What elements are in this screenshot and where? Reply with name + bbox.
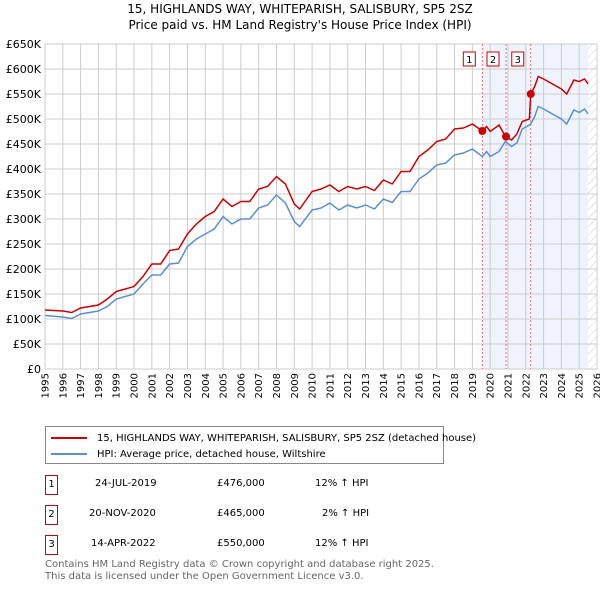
shaded-region xyxy=(482,44,589,369)
x-tick-label: 2026 xyxy=(593,373,600,398)
x-tick-label: 2009 xyxy=(290,373,301,398)
x-tick-label: 2022 xyxy=(521,373,532,398)
series-line-property xyxy=(44,75,589,314)
y-tick-label: £50K xyxy=(13,338,42,351)
sale-number: 2 xyxy=(45,505,58,525)
sale-hpi-diff: 2% ↑ HPI xyxy=(322,508,370,519)
x-tick-label: 2016 xyxy=(414,373,425,398)
chart-subtitle: Price paid vs. HM Land Registry's House … xyxy=(128,18,472,32)
x-tick-label: 2001 xyxy=(147,373,158,398)
hatched-region xyxy=(588,44,597,369)
x-tick-label: 2017 xyxy=(432,373,443,398)
legend-label-hpi: HPI: Average price, detached house, Wilt… xyxy=(97,448,326,460)
x-tick-label: 1998 xyxy=(94,373,105,398)
footer: Contains HM Land Registry data © Crown c… xyxy=(45,559,434,583)
x-tick-label: 1995 xyxy=(41,373,52,398)
footer-line-2: This data is licensed under the Open Gov… xyxy=(45,571,364,582)
sale-row: 1 24-JUL-2019 £476,000 12% ↑ HPI xyxy=(45,475,600,495)
x-tick-label: 2020 xyxy=(486,373,497,398)
sale-row: 2 20-NOV-2020 £465,000 2% ↑ HPI xyxy=(45,505,600,525)
sale-price: £465,000 xyxy=(217,508,265,519)
footer-line-1: Contains HM Land Registry data © Crown c… xyxy=(45,559,434,570)
y-tick-label: £450K xyxy=(6,138,42,151)
x-tick-label: 2010 xyxy=(308,373,319,398)
chart-title: 15, HIGHLANDS WAY, WHITEPARISH, SALISBUR… xyxy=(127,2,473,16)
y-tick-label: £600K xyxy=(6,63,42,76)
x-tick-label: 2011 xyxy=(325,373,336,398)
x-tick-label: 2006 xyxy=(236,373,247,398)
x-tick-label: 2024 xyxy=(557,373,568,398)
y-tick-label: £350K xyxy=(6,188,42,201)
sale-date: 14-APR-2022 xyxy=(91,538,156,549)
plot-area: £0 £50K £100K £150K £200K £250K £300K £350K £400… xyxy=(6,38,600,398)
sale-price: £476,000 xyxy=(217,478,265,489)
y-tick-label: £300K xyxy=(6,213,42,226)
sale-date: 20-NOV-2020 xyxy=(89,508,156,519)
y-tick-label: £550K xyxy=(6,88,42,101)
y-tick-label: £500K xyxy=(6,113,42,126)
y-tick-label: £150K xyxy=(6,288,42,301)
legend-label-property: 15, HIGHLANDS WAY, WHITEPARISH, SALISBUR… xyxy=(97,432,477,444)
sale-badge xyxy=(486,51,500,67)
series-line-hpi xyxy=(44,105,589,320)
sale-badge xyxy=(462,51,476,67)
x-tick-label: 2012 xyxy=(343,373,354,398)
legend: 15, HIGHLANDS WAY, WHITEPARISH, SALISBUR… xyxy=(45,426,476,464)
x-tick-label: 2004 xyxy=(201,373,212,398)
y-tick-label: £250K xyxy=(6,238,42,251)
sale-point xyxy=(502,132,511,141)
x-tick-label: 2007 xyxy=(254,373,265,398)
x-tick-label: 1997 xyxy=(76,373,87,398)
x-tick-label: 2018 xyxy=(450,373,461,398)
x-tick-label: 2000 xyxy=(130,373,141,398)
sale-hpi-diff: 12% ↑ HPI xyxy=(315,538,369,549)
y-tick-label: £650K xyxy=(6,38,42,51)
sale-date: 24-JUL-2019 xyxy=(95,478,157,489)
sale-hpi-diff: 12% ↑ HPI xyxy=(315,478,369,489)
y-tick-label: £100K xyxy=(6,313,42,326)
x-tick-label: 2008 xyxy=(272,373,283,398)
y-tick-label: £400K xyxy=(6,163,42,176)
legend-swatch-hpi xyxy=(51,453,87,455)
sale-number: 1 xyxy=(45,475,58,495)
sale-badge-label: 2 xyxy=(490,55,496,66)
x-tick-label: 2023 xyxy=(539,373,550,398)
x-tick-label: 2003 xyxy=(183,373,194,398)
x-tick-label: 1996 xyxy=(58,373,69,398)
x-tick-label: 2005 xyxy=(219,373,230,398)
x-tick-label: 2025 xyxy=(575,373,586,398)
legend-swatch-property xyxy=(51,437,87,439)
x-tick-label: 2021 xyxy=(503,373,514,398)
sale-price: £550,000 xyxy=(217,538,265,549)
y-tick-label: £0 xyxy=(27,363,41,376)
x-tick-label: 2015 xyxy=(397,373,408,398)
x-tick-label: 2014 xyxy=(379,373,390,398)
sale-point xyxy=(526,90,535,98)
sale-badge xyxy=(511,51,525,67)
y-tick-label: £200K xyxy=(6,263,42,276)
x-tick-label: 2013 xyxy=(361,373,372,398)
sale-point xyxy=(478,127,487,135)
x-tick-label: 2019 xyxy=(468,373,479,398)
sale-badge-label: 3 xyxy=(515,55,521,66)
x-tick-label: 1999 xyxy=(112,373,123,398)
sale-number: 3 xyxy=(45,535,58,555)
x-tick-label: 2002 xyxy=(165,373,176,398)
sale-badge-label: 1 xyxy=(466,55,472,66)
sale-row: 3 14-APR-2022 £550,000 12% ↑ HPI xyxy=(45,535,600,555)
